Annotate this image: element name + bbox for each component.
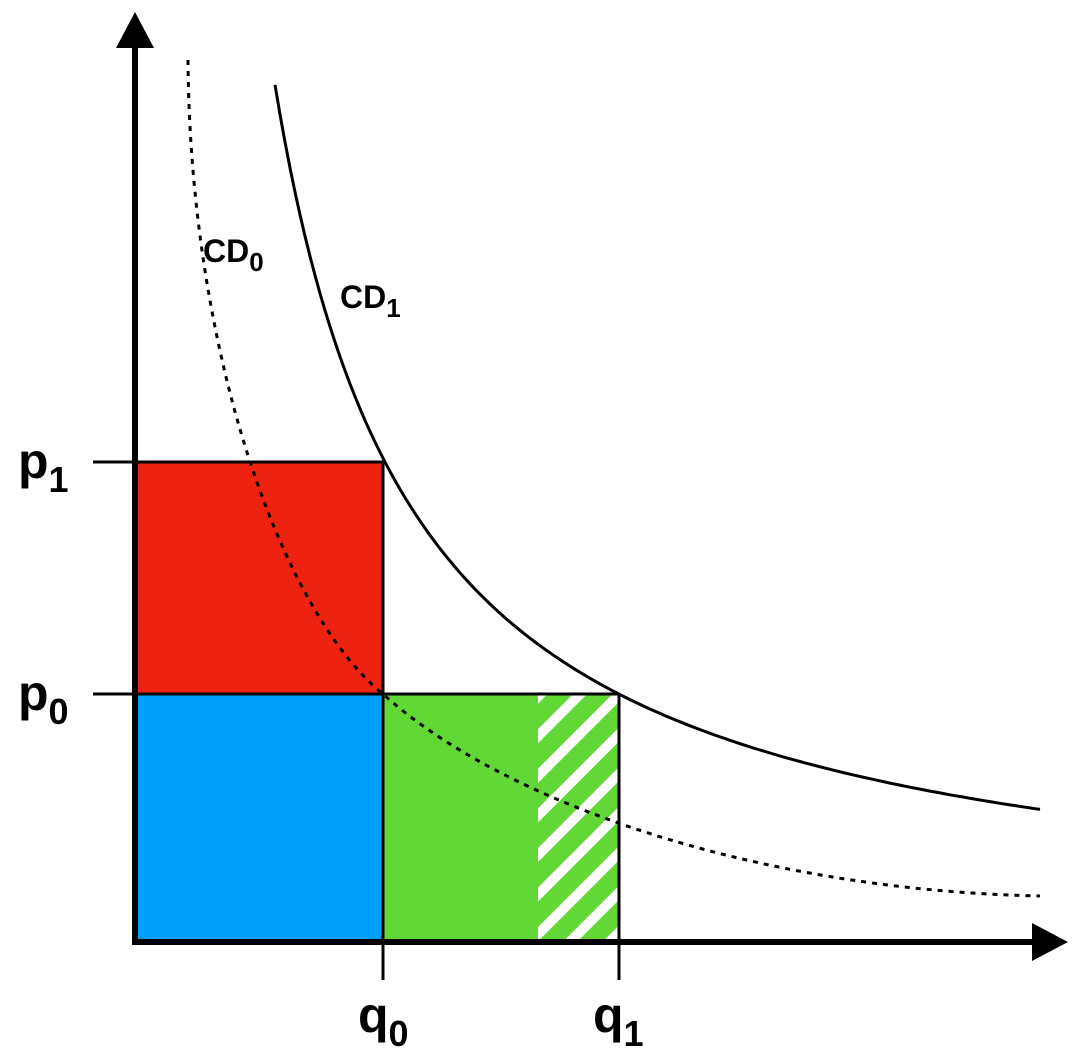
label-sub: 1 [49,459,69,500]
label-base: CD [203,233,249,269]
cd1-curve [273,84,1041,811]
cd0-label: CD0 [203,233,264,277]
q0-label: q0 [358,987,409,1054]
label-sub: 0 [389,1013,409,1054]
y-arrow [116,12,154,48]
outlines [93,460,621,980]
green-area [383,694,538,942]
cd1-label: CD1 [340,279,401,323]
cd0-curve [186,59,1041,898]
label-base: q [358,987,389,1043]
label-base: CD [340,279,386,315]
q1-label: q1 [593,987,644,1054]
blue-area [135,694,383,942]
axes [132,40,1040,945]
label-sub: 0 [49,691,69,732]
red-area [135,462,383,694]
label-sub: 0 [249,247,263,277]
label-sub: 1 [624,1013,644,1054]
p1-label: p1 [18,433,69,500]
x-arrow [1032,923,1068,961]
label-sub: 1 [386,293,400,323]
label-base: q [593,987,624,1043]
label-base: p [18,433,49,489]
label-base: p [18,665,49,721]
p0-label: p0 [18,665,69,732]
